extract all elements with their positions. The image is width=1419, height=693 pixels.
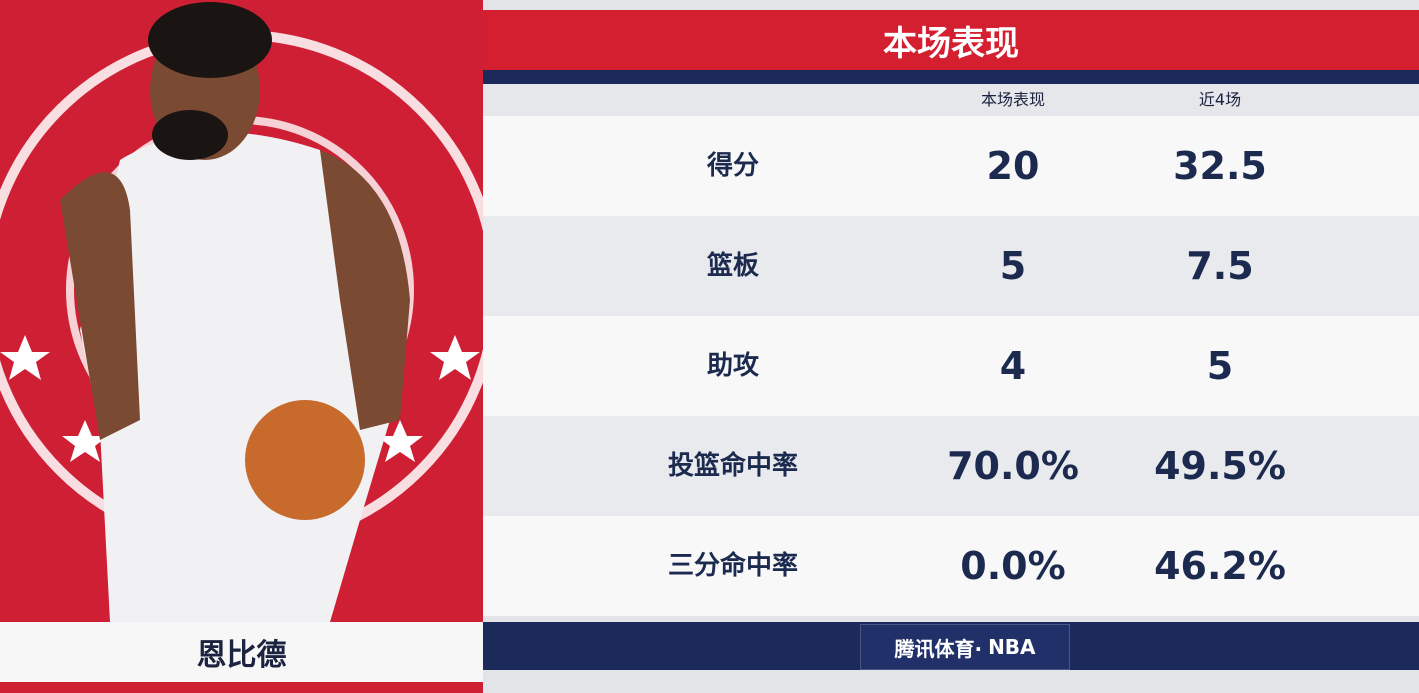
stat-value: 7.5: [1186, 244, 1254, 288]
stat-value: 0.0%: [960, 544, 1066, 588]
table-row: 篮板 5 7.5: [483, 216, 1419, 316]
stat-value: 46.2%: [1154, 544, 1286, 588]
player-art: [0, 2, 483, 622]
footer: 腾讯体育· NBA: [483, 622, 1419, 670]
column-header: 本场表现: [980, 90, 1046, 109]
stat-label: 篮板: [706, 251, 760, 281]
stat-value: 4: [999, 344, 1027, 388]
brand-badge: 腾讯体育· NBA: [860, 624, 1070, 670]
league-text: NBA: [988, 635, 1036, 659]
stat-label: 投篮命中率: [667, 451, 799, 481]
stripe: [483, 70, 1419, 84]
table-row: 助攻 4 5: [483, 316, 1419, 416]
stat-value: 5: [999, 244, 1027, 288]
table-row: 投篮命中率 70.0% 49.5%: [483, 416, 1419, 516]
brand-text: 腾讯体育·: [894, 636, 983, 661]
stat-value: 20: [986, 144, 1040, 188]
stat-label: 三分命中率: [667, 551, 799, 581]
table-header: 本场表现 近4场: [483, 84, 1419, 116]
column-header: 近4场: [1198, 90, 1242, 109]
stat-value: 5: [1206, 344, 1234, 388]
table-row: 得分 20 32.5: [483, 116, 1419, 216]
stat-label: 助攻: [706, 351, 760, 381]
panel-title: 本场表现: [483, 10, 1419, 70]
player-name: 恩比德: [0, 622, 483, 682]
table-row: 三分命中率 0.0% 46.2%: [483, 516, 1419, 616]
stat-value: 70.0%: [947, 444, 1079, 488]
stat-value: 49.5%: [1154, 444, 1286, 488]
stat-label: 得分: [706, 151, 760, 181]
player-panel: 恩比德: [0, 0, 483, 693]
stat-value: 32.5: [1173, 144, 1267, 188]
stats-panel: 本场表现 本场表现 近4场 得分 20 32.5 篮板 5 7.5 助攻 4 5 投篮命中率 70.0…: [483, 0, 1419, 693]
